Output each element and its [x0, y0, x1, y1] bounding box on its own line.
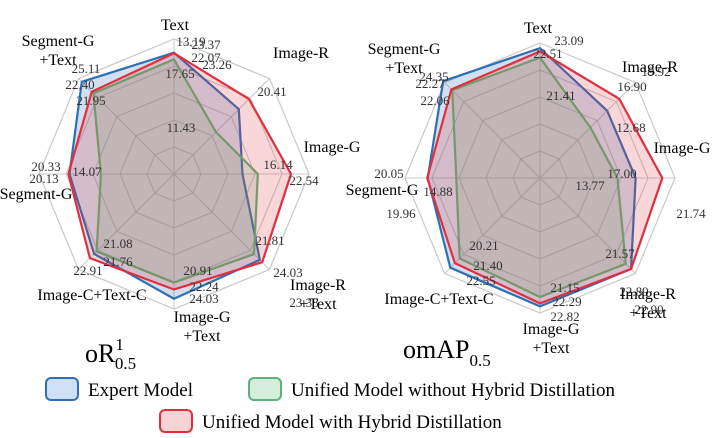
data-label-expert: 17.00 [607, 166, 636, 181]
data-label-unified-no-hd: 12.68 [616, 120, 645, 135]
axis-label: Image-R +Text [620, 286, 676, 322]
data-label-unified-hd: 22.54 [289, 173, 319, 188]
data-label-unified-no-hd: 20.21 [469, 238, 498, 253]
data-label-unified-hd: 22.29 [552, 294, 581, 309]
legend-swatch-unified-hd [159, 409, 193, 433]
data-label-expert: 20.13 [29, 171, 58, 186]
data-label-unified-no-hd: 14.88 [423, 184, 452, 199]
legend-item-unified-hd: Unified Model with Hybrid Distillation [159, 409, 502, 433]
data-label-unified-hd: 19.92 [641, 64, 670, 79]
data-label-unified-no-hd: 22.06 [420, 93, 450, 108]
series-polygon-unified-no-hd [451, 56, 627, 299]
data-label-expert: 23.38 [289, 295, 318, 310]
data-label-unified-hd: 21.40 [473, 258, 502, 273]
data-label-expert: 16.90 [617, 79, 646, 94]
data-label-unified-hd: 23.26 [202, 57, 232, 72]
data-label-unified-no-hd: 13.77 [575, 178, 605, 193]
series-polygon-unified-no-hd [92, 58, 259, 284]
legend-label-unified-hd: Unified Model with Hybrid Distillation [202, 412, 502, 433]
data-label-unified-hd: 20.05 [374, 166, 403, 181]
axis-label: Image-G [304, 139, 361, 156]
grid-spoke [173, 78, 270, 175]
legend: Expert Model Unified Model without Hybri… [45, 377, 616, 433]
data-label-expert: 22.89 [619, 284, 648, 299]
axis-label: Image-C+Text-C [37, 287, 146, 304]
data-label-expert: 21.76 [103, 254, 133, 269]
data-label-expert: 24.35 [419, 69, 448, 84]
axis-label: Text [524, 20, 553, 37]
data-label-unified-hd: 22.51 [533, 46, 562, 61]
grid-spoke [539, 177, 636, 274]
series-polygon-unified-hd [426, 50, 664, 305]
legend-item-unified-no-hd: Unified Model without Hybrid Distillatio… [248, 377, 616, 401]
axis-label: Image-G +Text [523, 321, 580, 357]
axis-label: Image-C+Text-C [384, 291, 493, 308]
data-label-expert: 13.19 [176, 34, 205, 49]
legend-item-expert: Expert Model [45, 377, 193, 401]
radar-chart-omap: 23.09 16.90 17.00 22.89 22.82 22.55 19.96 24.35… [346, 20, 711, 357]
data-label-unified-hd: 20.33 [31, 159, 60, 174]
data-label-unified-no-hd: 16.14 [263, 157, 293, 172]
series-polygon-unified-hd [67, 52, 293, 291]
axis-label: Text [161, 17, 190, 34]
series-polygon-expert [68, 51, 261, 300]
axis-label: Image-R [273, 45, 329, 62]
chart-title-or: oR1 0.5 [85, 335, 136, 373]
data-label-unified-hd: 20.41 [257, 84, 286, 99]
axis-label: Segment-G [0, 186, 73, 203]
data-label-unified-hd: 22.27 [415, 76, 445, 91]
data-label-expert: 22.82 [550, 309, 579, 324]
data-label-expert: 24.03 [189, 291, 218, 306]
legend-label-expert: Expert Model [88, 380, 193, 401]
data-label-unified-no-hd: 21.81 [255, 233, 284, 248]
axis-label: Image-R [622, 59, 678, 76]
axis-label: Segment-G +Text [22, 33, 95, 69]
legend-label-unified-no-hd: Unified Model without Hybrid Distillatio… [291, 380, 616, 401]
chart-title-omap: omAP0.5 [403, 335, 491, 370]
data-label-unified-no-hd: 21.08 [103, 236, 132, 251]
data-label-expert: 17.65 [165, 66, 194, 81]
data-label-unified-hd: 22.91 [73, 263, 102, 278]
data-label-unified-hd: 22.24 [189, 279, 219, 294]
data-label-unified-no-hd: 21.41 [546, 88, 575, 103]
data-label-unified-hd: 22.40 [65, 77, 94, 92]
data-label-unified-no-hd: 21.15 [550, 280, 579, 295]
data-label-unified-hd: 24.03 [273, 265, 302, 280]
data-label-expert: 22.55 [466, 273, 495, 288]
data-label-expert: 19.96 [386, 206, 416, 221]
data-label-unified-hd: 22.90 [634, 302, 663, 317]
axis-label: Image-G [654, 140, 711, 157]
data-label-unified-no-hd: 20.91 [183, 263, 212, 278]
data-label-expert: 25.11 [72, 61, 101, 76]
data-label-unified-no-hd: 21.95 [76, 93, 105, 108]
data-label-unified-no-hd: 22.07 [191, 50, 221, 65]
axis-label: Segment-G +Text [368, 41, 441, 77]
axis-label: Image-R +Text [290, 277, 346, 313]
axis-label: Image-G +Text [174, 309, 231, 345]
data-label-unified-no-hd: 21.57 [605, 246, 635, 261]
radar-chart-or: 23.37 17.65 13.19 23.38 24.03 21.76 20.13 25.11… [0, 17, 361, 345]
legend-swatch-expert [45, 377, 79, 401]
data-label-expert: 23.37 [191, 37, 221, 52]
axis-label: Segment-G [346, 182, 419, 199]
data-label-unified-hd: 21.74 [676, 206, 706, 221]
data-label-unified-no-hd: 11.43 [167, 120, 196, 135]
grid-spoke [444, 82, 541, 179]
legend-swatch-unified-no-hd [248, 377, 282, 401]
series-polygon-expert [426, 47, 637, 308]
data-label-expert: 23.09 [554, 33, 583, 48]
data-label-unified-no-hd: 14.07 [72, 164, 102, 179]
